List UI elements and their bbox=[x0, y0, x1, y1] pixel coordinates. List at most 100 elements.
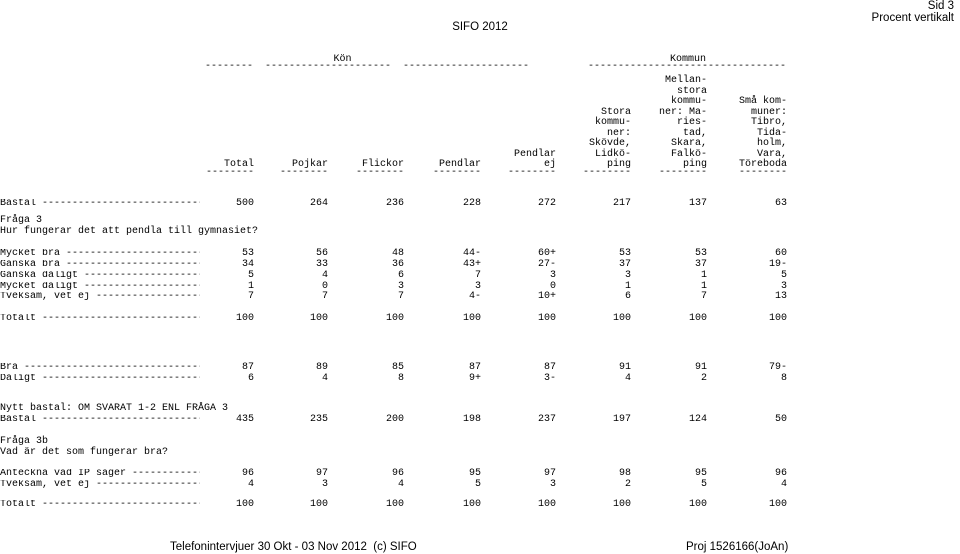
cell-value: 237 bbox=[537, 414, 556, 425]
section-text: Nytt bastal: OM SVARAT 1-2 ENL FRÅGA 3 bbox=[0, 403, 229, 414]
cell-value: 96 bbox=[391, 468, 404, 479]
cell-value: 85 bbox=[391, 362, 404, 373]
column-header-line: Pojkar bbox=[291, 159, 328, 170]
cell-value: 53 bbox=[694, 248, 707, 259]
cell-value: 87 bbox=[241, 362, 254, 373]
cell-value: 87 bbox=[468, 362, 481, 373]
cell-value: 217 bbox=[612, 198, 631, 209]
cell-value: 100 bbox=[537, 313, 556, 324]
page-number: Sid 3 bbox=[927, 0, 954, 12]
cell-value: 272 bbox=[537, 198, 556, 209]
footer-right: Proj 1526166(JoAn) bbox=[686, 541, 789, 553]
cell-value: 100 bbox=[688, 499, 707, 510]
column-header-line: Skara, bbox=[670, 138, 707, 149]
row-label: Ganska dåligt -------------------- bbox=[0, 271, 200, 281]
cell-value: 100 bbox=[537, 499, 556, 510]
column-header-line: Mellan- bbox=[664, 75, 707, 86]
cell-value: 3 bbox=[397, 281, 404, 292]
group-label-kommun: Kommun bbox=[669, 54, 706, 65]
cell-value: 5 bbox=[700, 479, 707, 490]
row-label: Mycket dåligt -------------------- bbox=[0, 282, 200, 292]
cell-value: 60+ bbox=[537, 248, 556, 259]
cell-value: 19- bbox=[768, 259, 787, 270]
cell-value: 44- bbox=[462, 248, 481, 259]
cell-value: 1 bbox=[700, 270, 707, 281]
column-header-underline: -------- bbox=[507, 167, 556, 178]
cell-value: 5 bbox=[247, 270, 254, 281]
section-text: Fråga 3 bbox=[0, 215, 43, 226]
cell-value: 3 bbox=[549, 479, 556, 490]
cell-value: 7 bbox=[700, 291, 707, 302]
section-text: Fråga 3b bbox=[0, 436, 49, 447]
cell-value: 100 bbox=[768, 499, 787, 510]
cell-value: 91 bbox=[618, 362, 631, 373]
column-header-underline: -------- bbox=[432, 167, 481, 178]
cell-value: 53 bbox=[618, 248, 631, 259]
cell-value: 87 bbox=[543, 362, 556, 373]
row-label: Bra ------------------------------ bbox=[0, 363, 200, 373]
cell-value: 91 bbox=[694, 362, 707, 373]
row-label: Ganska bra ----------------------- bbox=[0, 260, 200, 270]
cell-value: 500 bbox=[235, 198, 254, 209]
cell-value: 27- bbox=[537, 259, 556, 270]
column-header-line: tad, bbox=[682, 127, 707, 139]
cell-value: 9+ bbox=[468, 373, 481, 384]
cell-value: 96 bbox=[241, 468, 254, 479]
cell-value: 198 bbox=[462, 414, 481, 425]
column-header-line: Lidkö- bbox=[594, 148, 631, 160]
column-header-line: Flickor bbox=[361, 159, 404, 170]
cell-value: 100 bbox=[309, 499, 328, 510]
cell-value: 50 bbox=[774, 414, 787, 425]
column-header-line: ner: bbox=[606, 127, 631, 139]
cell-value: 435 bbox=[235, 414, 254, 425]
cell-value: 7 bbox=[474, 270, 481, 281]
cell-value: 56 bbox=[315, 248, 328, 259]
cell-value: 2 bbox=[624, 479, 631, 490]
column-header-underline: -------- bbox=[355, 167, 404, 178]
cell-value: 197 bbox=[612, 414, 631, 425]
row-label: Tveksam, vet ej ------------------ bbox=[0, 480, 200, 490]
column-header-line: Vara, bbox=[756, 148, 787, 160]
cell-value: 100 bbox=[385, 499, 404, 510]
column-header-line: ping bbox=[606, 159, 631, 170]
column-header-underline: -------- bbox=[582, 167, 631, 178]
column-header-line: ries- bbox=[676, 117, 707, 128]
cell-value: 4 bbox=[397, 479, 404, 490]
column-header-line: Falkö- bbox=[670, 148, 707, 160]
column-header-line: ping bbox=[682, 159, 707, 170]
column-header-line: ner: Ma- bbox=[658, 106, 707, 118]
row-label: Dåligt --------------------------- bbox=[0, 374, 200, 384]
cell-value: 137 bbox=[688, 198, 707, 209]
cell-value: 34 bbox=[241, 259, 254, 270]
cell-value: 97 bbox=[315, 468, 328, 479]
column-header-underline: -------- bbox=[279, 167, 328, 178]
row-label: Mycket bra ----------------------- bbox=[0, 249, 200, 259]
cell-value: 100 bbox=[462, 499, 481, 510]
column-header-underline: -------- bbox=[205, 167, 254, 178]
cell-value: 6 bbox=[624, 291, 631, 302]
cell-value: 33 bbox=[315, 259, 328, 270]
cell-value: 1 bbox=[247, 281, 254, 292]
cell-value: 8 bbox=[397, 373, 404, 384]
cell-value: 4 bbox=[247, 479, 254, 490]
column-header-line: ej bbox=[543, 159, 556, 170]
column-header-line: muner: bbox=[750, 106, 787, 118]
cell-value: 48 bbox=[391, 248, 404, 259]
cell-value: 8 bbox=[780, 373, 787, 384]
column-header-line: Total bbox=[223, 159, 254, 170]
cell-value: 0 bbox=[321, 281, 328, 292]
column-header-line: kommu- bbox=[670, 96, 707, 107]
cell-value: 100 bbox=[235, 313, 254, 324]
cell-value: 100 bbox=[462, 313, 481, 324]
column-header-line: Tibro, bbox=[750, 117, 787, 128]
cell-value: 63 bbox=[774, 198, 787, 209]
column-header-line: Stora bbox=[600, 106, 631, 118]
cell-value: 97 bbox=[543, 468, 556, 479]
cell-value: 98 bbox=[618, 468, 631, 479]
cell-value: 1 bbox=[624, 281, 631, 292]
row-label: Tveksam, vet ej ------------------ bbox=[0, 292, 200, 302]
row-label: Totalt --------------------------- bbox=[0, 314, 200, 324]
cell-value: 4- bbox=[468, 291, 481, 302]
column-header-line: holm, bbox=[756, 138, 787, 149]
cell-value: 236 bbox=[385, 198, 404, 209]
